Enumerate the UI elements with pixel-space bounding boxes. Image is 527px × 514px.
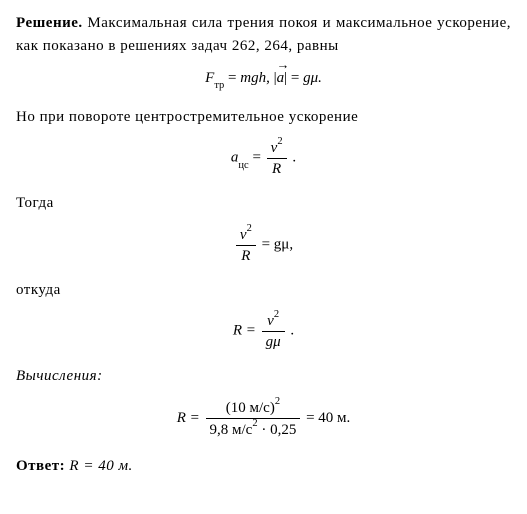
p2: Но при повороте центростремительное уско… [16,106,511,129]
calc-label: Вычисления: [16,365,511,388]
eq1-Fsub: тр [214,80,224,91]
eq2-frac: v2R [267,138,287,178]
eq1-F: F [205,70,214,86]
eq4-dot: . [287,323,295,339]
equation-3: v2 R = gμ, [16,225,511,265]
eq5-frac: (10 м/с)29,8 м/с2 · 0,25 [206,398,301,439]
eq4-frac: v2 gμ [262,311,285,351]
eq5-numsup: 2 [275,396,280,407]
eq3-frac: v2 R [236,225,256,265]
eq1-mgh: mgh [240,70,266,86]
eq2-eq: = [249,150,265,166]
answer-value: R = 40 м. [65,458,133,474]
eq5-num: (10 м/с) [226,400,275,416]
eq4-numsup: 2 [274,309,279,320]
eq3-rhs: = gμ, [258,236,293,252]
eq2-dot: . [289,150,297,166]
equation-1: Fтр = mgh, |a| = gμ. [16,67,511,92]
eq5-R: R = [177,410,204,426]
p3: Тогда [16,192,511,215]
eq1-eq: = [224,70,240,86]
eq4-num: v [267,313,274,329]
eq2-asub: цс [238,160,248,171]
eq3-den: R [236,246,256,265]
eq3-num: v [240,227,247,243]
eq5-rhs: = 40 м. [302,410,350,426]
eq3-numsup: 2 [247,223,252,234]
eq2-numsup: 2 [277,136,282,147]
eq1-comma: , | [266,70,277,86]
answer-label: Ответ: [16,458,65,474]
eq1-gmu: gμ. [303,70,322,86]
eq4-R: R = [233,323,260,339]
eq2-den: R [267,159,287,178]
solution-opening: Решение. Максимальная сила трения покоя … [16,12,511,57]
eq5-dena: 9,8 м/с [210,422,253,438]
eq5-denasup: 2 [252,418,257,429]
equation-2: aцс = v2R . [16,138,511,178]
heading: Решение. [16,15,83,31]
answer-line: Ответ: R = 40 м. [16,455,511,478]
equation-4: R = v2 gμ . [16,311,511,351]
eq5-denb: · 0,25 [258,422,297,438]
eq4-den: gμ [262,332,285,351]
p4: откуда [16,279,511,302]
eq1-avec: a [277,67,285,90]
eq1-bar: | = [284,70,303,86]
equation-5: R = (10 м/с)29,8 м/с2 · 0,25 = 40 м. [16,398,511,439]
p1-text: Максимальная сила трения покоя и максима… [16,15,511,54]
